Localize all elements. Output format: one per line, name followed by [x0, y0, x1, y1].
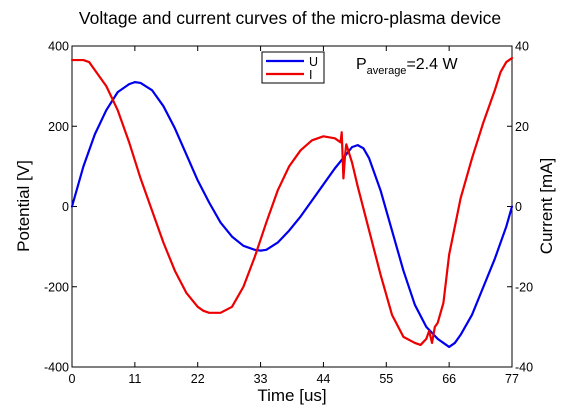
power-annotation-prefix: P: [356, 56, 367, 73]
y-tick-label-right: 0: [515, 200, 522, 214]
y-tick-label-left: 200: [48, 120, 69, 134]
x-tick-label: 66: [442, 372, 456, 386]
ticks: 0 11 22 33 44 55 66 77-400-2000200400-40-200204…: [44, 40, 533, 387]
y-tick-label-right: 40: [515, 40, 529, 54]
series-line-u: [70, 81, 514, 349]
plot-area: 0 11 22 33 44 55 66 77-400-2000200400-40-200204…: [44, 40, 533, 387]
y-tick-label-right: 20: [515, 120, 529, 134]
y-tick-label-left: 0: [62, 200, 69, 214]
y-tick-label-left: -200: [44, 280, 69, 294]
power-annotation-subscript: average: [367, 65, 407, 77]
y-axis-label-left: Potential [V]: [14, 160, 33, 252]
y-tick-label-right: -20: [515, 280, 533, 294]
x-tick-label: 77: [505, 372, 519, 386]
legend-box: [261, 51, 325, 84]
x-tick-label: 11: [128, 372, 141, 386]
legend: U I: [261, 51, 325, 84]
y-axis-label-right: Current [mA]: [537, 158, 556, 254]
plot-frame: [71, 45, 513, 368]
series-layer: [70, 56, 514, 349]
y-tick-label-left: 400: [48, 40, 69, 54]
x-tick-label: 22: [191, 372, 205, 386]
x-tick-label: 44: [316, 372, 330, 386]
chart-title: Voltage and current curves of the micro-…: [79, 8, 501, 28]
legend-label-u: U: [309, 55, 318, 69]
y-tick-label-left: -400: [44, 361, 69, 375]
y-tick-label-right: -40: [515, 361, 533, 375]
x-tick-label: 0: [69, 372, 76, 386]
x-tick-label: 55: [379, 372, 393, 386]
power-annotation-suffix: =2.4 W: [406, 56, 458, 73]
x-tick-label: 33: [254, 372, 268, 386]
x-axis-label: Time [us]: [257, 386, 326, 405]
series-line-i: [70, 56, 514, 347]
legend-label-i: I: [309, 68, 312, 82]
power-annotation: Paverage=2.4 W: [356, 56, 458, 77]
